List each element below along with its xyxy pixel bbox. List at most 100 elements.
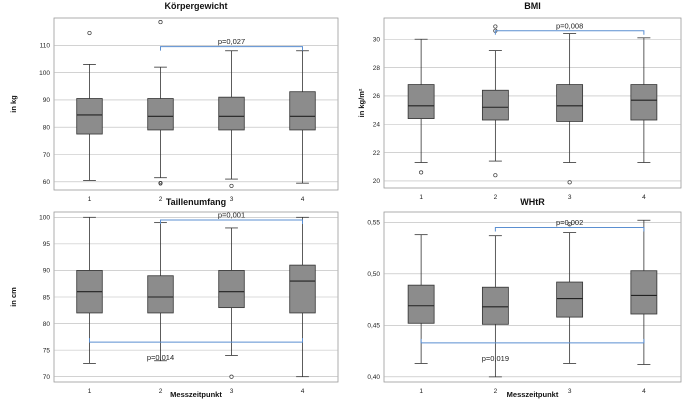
whtr-box-iqr	[630, 270, 658, 315]
whtr-significance-bracket	[420, 338, 645, 344]
koerpergewicht-y-tick-label: 100	[39, 70, 50, 77]
taillenumfang-box-iqr	[218, 270, 245, 309]
taillenumfang-y-tick-label: 85	[43, 294, 51, 301]
koerpergewicht-box-iqr	[76, 98, 103, 135]
taillenumfang-x-tick-label: 3	[230, 388, 234, 395]
bmi-outlier-point	[567, 180, 572, 185]
taillenumfang-y-tick-label: 100	[39, 215, 50, 222]
bmi-x-tick-label: 4	[642, 194, 646, 201]
whtr-box-3	[556, 232, 584, 364]
bmi-y-axis-label: in kg/m²	[357, 88, 366, 117]
bmi-box-3	[556, 33, 584, 163]
taillenumfang-box-iqr	[289, 264, 316, 314]
taillenumfang-box-4	[289, 216, 316, 378]
koerpergewicht-box-iqr	[289, 91, 316, 131]
bmi-outlier-point	[493, 173, 498, 178]
koerpergewicht-plot-frame	[53, 17, 339, 191]
whtr-x-axis-label: Messzeitpunkt	[507, 390, 559, 399]
koerpergewicht-box-1	[76, 64, 103, 181]
whtr-y-tick-label: 0,40	[367, 374, 380, 381]
whtr-outlier-point	[567, 222, 572, 227]
taillenumfang-x-axis-label: Messzeitpunkt	[170, 390, 222, 399]
koerpergewicht-x-tick-label: 4	[301, 196, 305, 203]
bmi-box-4	[630, 37, 658, 163]
koerpergewicht-y-tick-label: 90	[43, 97, 51, 104]
koerpergewicht-box-iqr	[147, 98, 174, 131]
panel-bmi: 20 22 24 26 28 30 1 2 3 4 p=0,008 BMI in kg/m²	[357, 1, 682, 201]
whtr-box-2	[481, 235, 509, 378]
koerpergewicht-title: Körpergewicht	[164, 1, 227, 11]
taillenumfang-y-tick-label: 90	[43, 268, 51, 275]
taillenumfang-y-tick-label: 95	[43, 241, 51, 248]
taillenumfang-outlier-point	[229, 374, 234, 379]
koerpergewicht-x-tick-label: 1	[88, 196, 92, 203]
whtr-x-tick-label: 1	[419, 388, 423, 395]
koerpergewicht-p-value-label: p=0,027	[218, 37, 245, 46]
koerpergewicht-x-tick-label: 2	[159, 196, 163, 203]
taillenumfang-p-value-label: p=0,001	[218, 210, 245, 219]
koerpergewicht-y-tick-label: 110	[40, 43, 51, 50]
bmi-p-value-label: p=0,008	[556, 21, 583, 30]
taillenumfang-significance-bracket	[160, 219, 303, 224]
bmi-outlier-point	[419, 170, 424, 175]
panel-whtr: 0,40 0,45 0,50 0,55 1 2 3 4 p=0,002 p=0,019 WHtR Me…	[367, 197, 682, 399]
whtr-x-tick-label: 3	[568, 388, 572, 395]
bmi-box-iqr	[630, 84, 658, 121]
taillenumfang-x-tick-label: 1	[88, 388, 92, 395]
bmi-box-iqr	[407, 84, 435, 119]
bmi-y-tick-label: 26	[373, 93, 381, 100]
koerpergewicht-outlier-point	[229, 183, 234, 188]
koerpergewicht-y-tick-label: 80	[43, 125, 51, 132]
bmi-box-iqr	[556, 84, 584, 122]
whtr-title: WHtR	[520, 197, 545, 207]
koerpergewicht-outlier-point	[87, 30, 92, 36]
bmi-title: BMI	[524, 1, 541, 11]
taillenumfang-box-2	[147, 222, 174, 362]
bmi-y-tick-label: 22	[373, 150, 381, 157]
bmi-y-tick-label: 24	[373, 122, 381, 129]
whtr-x-tick-label: 4	[642, 388, 646, 395]
koerpergewicht-y-tick-label: 60	[43, 179, 51, 186]
taillenumfang-title: Taillenumfang	[166, 197, 226, 207]
whtr-box-1	[407, 234, 435, 364]
koerpergewicht-box-4	[289, 50, 316, 184]
bmi-significance-bracket	[494, 30, 645, 35]
panel-koerpergewicht: 60 70 80 90 100 110 1 2 3 4 8 p=0,027 Körpergewicht i…	[9, 1, 339, 203]
koerpergewicht-outlier-point	[158, 181, 163, 186]
whtr-p-value-label: p=0,019	[482, 354, 509, 363]
bmi-box-1	[407, 38, 435, 163]
whtr-significance-bracket	[494, 226, 645, 232]
bmi-x-tick-label: 3	[568, 194, 572, 201]
bmi-x-tick-label: 1	[419, 194, 423, 201]
whtr-box-iqr	[407, 284, 435, 324]
taillenumfang-y-tick-label: 80	[43, 321, 51, 328]
whtr-y-tick-label: 0,50	[367, 271, 380, 278]
taillenumfang-significance-bracket	[89, 338, 303, 343]
koerpergewicht-y-tick-label: 70	[43, 152, 51, 159]
koerpergewicht-outlier-point	[158, 20, 163, 25]
koerpergewicht-significance-bracket	[160, 46, 303, 51]
whtr-plot-frame	[383, 211, 682, 383]
whtr-x-tick-label: 2	[494, 388, 498, 395]
koerpergewicht-y-axis-label: in kg	[9, 95, 18, 113]
koerpergewicht-outlier-label: 8	[159, 180, 163, 187]
bmi-y-tick-label: 28	[373, 65, 381, 72]
taillenumfang-x-tick-label: 2	[159, 388, 163, 395]
taillenumfang-y-axis-label: in cm	[9, 287, 18, 307]
bmi-y-tick-label: 20	[373, 178, 381, 185]
bmi-x-tick-label: 2	[494, 194, 498, 201]
taillenumfang-box-iqr	[147, 275, 174, 314]
whtr-y-tick-label: 0,45	[367, 323, 380, 330]
bmi-y-tick-label: 30	[373, 37, 381, 44]
bmi-outlier-point	[493, 24, 498, 29]
koerpergewicht-x-tick-label: 3	[230, 196, 234, 203]
whtr-p-value-label: p=0,002	[556, 218, 583, 227]
taillenumfang-y-tick-label: 70	[43, 374, 51, 381]
koerpergewicht-box-2	[147, 66, 174, 179]
bmi-box-2	[481, 50, 509, 162]
whtr-y-tick-label: 0,55	[367, 220, 380, 227]
bmi-plot-frame	[383, 17, 682, 189]
whtr-box-iqr	[481, 286, 509, 325]
